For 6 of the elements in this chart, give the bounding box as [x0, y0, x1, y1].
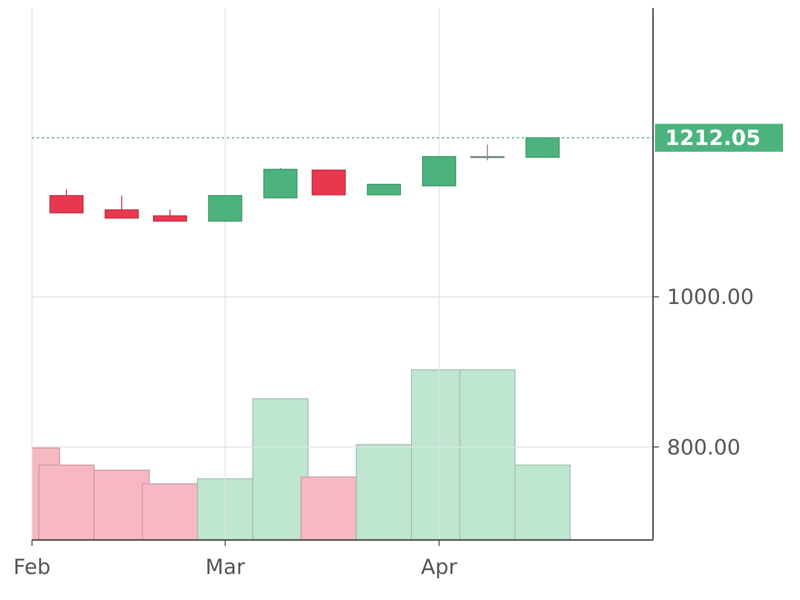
y-tick-label: 1000.00 [667, 285, 754, 310]
x-tick-label: Apr [420, 555, 458, 579]
ref-line-label: 1212.05 [665, 126, 761, 150]
x-tick-label: Feb [13, 555, 51, 579]
x-tick-label: Mar [205, 555, 246, 579]
y-tick-label: 800.00 [667, 435, 740, 460]
